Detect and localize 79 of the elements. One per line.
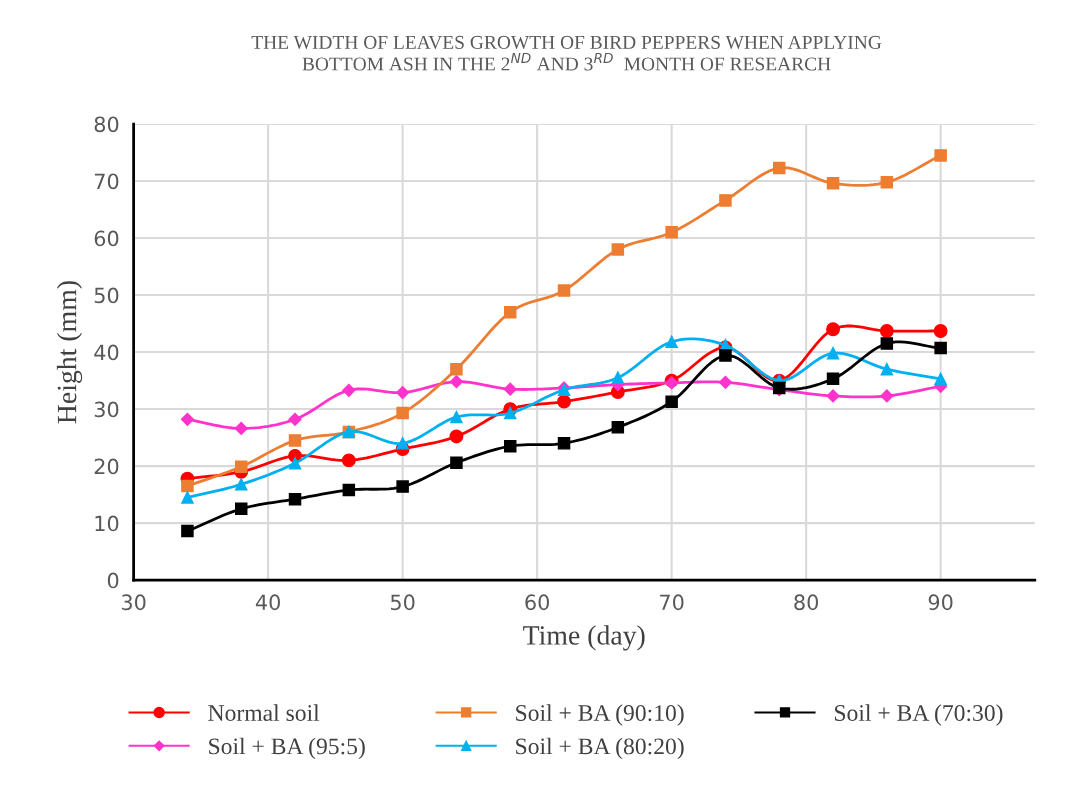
legend-label: Soil + BA (70:30) (835, 704, 1003, 726)
y-tick-label: 30 (94, 401, 119, 418)
y-tick-label: 10 (95, 515, 119, 532)
point (826, 389, 840, 403)
point (181, 491, 194, 504)
legend-label: Soil + BA (95:5) (209, 737, 365, 760)
point (826, 372, 840, 386)
point (665, 226, 678, 239)
point (880, 337, 894, 350)
legend-label: Normal soil (208, 704, 320, 721)
point (450, 362, 463, 376)
y-axis-title: Height (mm) (56, 281, 83, 424)
point (557, 394, 571, 409)
point (718, 375, 733, 389)
point (449, 375, 464, 389)
point (449, 429, 464, 444)
x-tick-label: 60 (525, 594, 549, 611)
point (503, 439, 517, 453)
x-tick-label: 90 (928, 594, 953, 611)
y-tick-label: 0 (107, 572, 119, 589)
point (181, 524, 194, 538)
point (934, 372, 947, 386)
point (826, 322, 840, 337)
point (611, 371, 625, 384)
x-axis-title: Time (day) (523, 625, 645, 651)
point (933, 324, 948, 338)
legend-label: Soil + BA (90:10) (516, 704, 684, 726)
point (180, 412, 195, 426)
point (450, 456, 463, 469)
point (611, 421, 625, 434)
y-tick-label: 40 (94, 344, 119, 361)
point (181, 479, 194, 493)
point (341, 453, 356, 468)
y-tick-label: 70 (94, 173, 119, 190)
point (503, 305, 517, 319)
point (503, 382, 517, 396)
point (719, 194, 732, 207)
point (450, 410, 463, 424)
point (396, 385, 410, 400)
point (342, 483, 356, 497)
y-tick-label: 50 (94, 287, 119, 304)
x-tick-label: 50 (390, 594, 415, 611)
point (665, 395, 678, 408)
point (557, 437, 571, 450)
point (934, 341, 947, 355)
point (826, 177, 840, 190)
x-tick-label: 70 (660, 594, 684, 611)
y-tick-label: 80 (94, 116, 119, 133)
x-tick-label: 80 (794, 594, 819, 611)
point (719, 349, 732, 362)
point (234, 421, 248, 436)
y-tick-label: 60 (94, 230, 119, 247)
point (342, 383, 356, 397)
point (879, 324, 894, 338)
point (557, 284, 571, 297)
point (234, 460, 248, 473)
chart-title: THE WIDTH OF LEAVES GROWTH OF BIRD PEPPERS WHEN APPLYING BOTTOM ASH IN THE 2$^{ND}$ AND 3$^{RD}$ MONTH OF RESEARCH (251, 35, 882, 71)
point (880, 389, 894, 403)
point (880, 362, 894, 376)
point (826, 346, 840, 360)
point (772, 161, 786, 175)
legend-label: Soil + BA (80:20) (516, 737, 684, 760)
point (396, 437, 409, 450)
point (665, 335, 678, 349)
point (234, 502, 248, 516)
point (611, 243, 625, 256)
point (934, 149, 947, 162)
y-tick-label: 20 (94, 458, 119, 475)
point (396, 406, 409, 420)
point (288, 434, 302, 447)
point (503, 406, 517, 420)
point (288, 492, 302, 506)
point (288, 412, 302, 426)
point (288, 456, 302, 470)
point (396, 480, 409, 493)
point (234, 478, 248, 491)
point (880, 175, 894, 189)
x-tick-label: 40 (255, 594, 280, 611)
x-tick-label: 30 (121, 594, 146, 611)
